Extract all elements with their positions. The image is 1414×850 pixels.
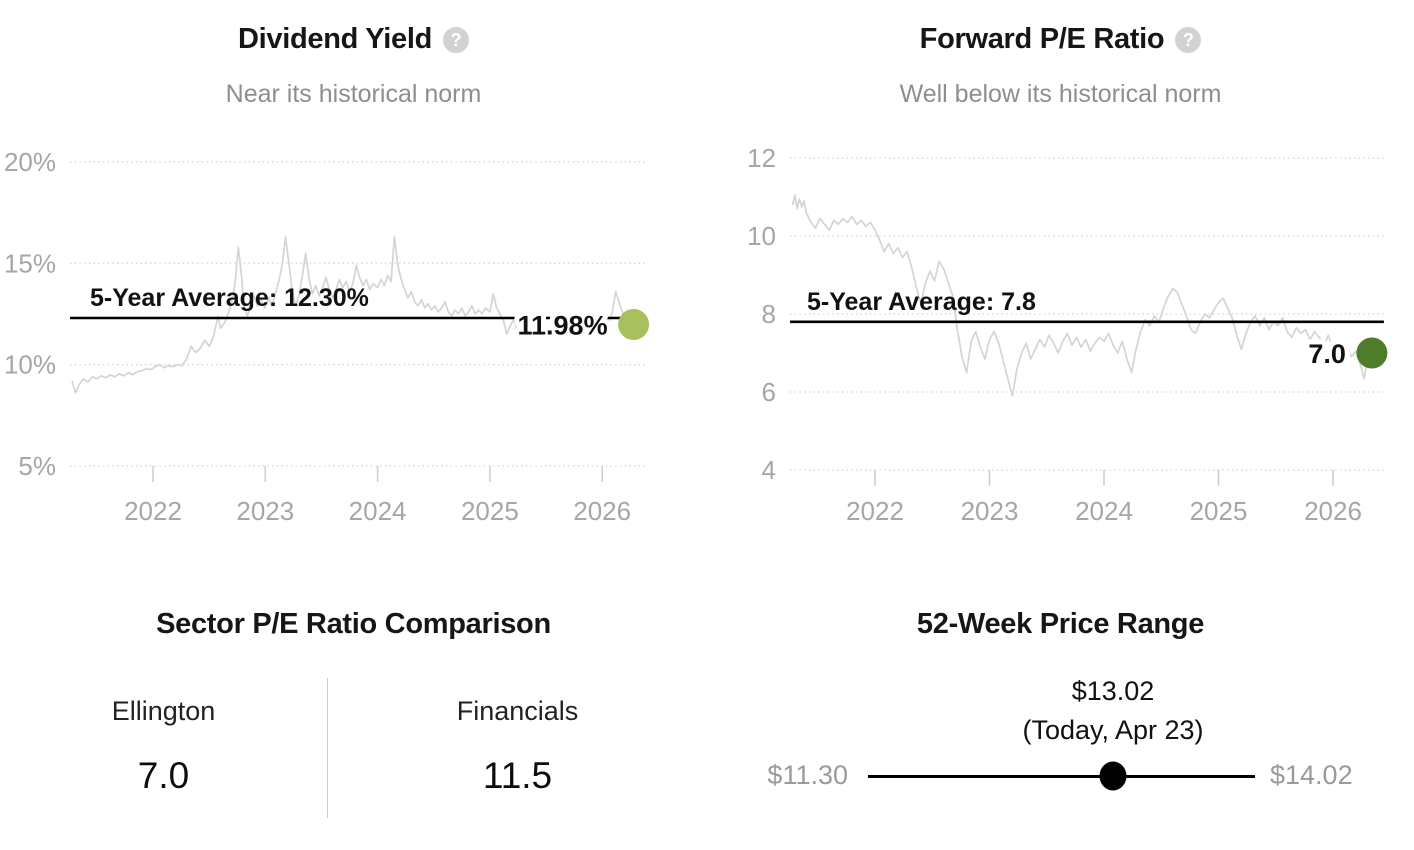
svg-text:12: 12 — [747, 143, 776, 173]
range-high-label: $14.02 — [1270, 760, 1353, 790]
range-low-label: $11.30 — [767, 760, 848, 790]
current-value-label: 7.0 — [1308, 339, 1346, 369]
gridlines — [790, 157, 1387, 471]
sector-pe-comparison-card: Sector P/E Ratio Comparison Ellington 7.… — [0, 580, 707, 850]
dividend-yield-header: Dividend Yield ? — [0, 23, 707, 56]
dividend-yield-card: Dividend Yield ? Near its historical nor… — [0, 0, 707, 560]
chart-subtitle: Well below its historical norm — [899, 80, 1222, 108]
section-title: Sector P/E Ratio Comparison — [156, 608, 551, 640]
average-label: 5-Year Average: 12.30% — [90, 284, 369, 312]
x-axis-labels: 2022 2023 2024 2025 2026 — [124, 496, 631, 526]
price-range-card: 52-Week Price Range $13.02 (Today, Apr 2… — [707, 580, 1414, 850]
chart-subtitle: Near its historical norm — [225, 80, 482, 108]
svg-text:2024: 2024 — [1075, 496, 1133, 526]
current-value-dot — [618, 309, 650, 340]
comparison-value: 11.5 — [482, 755, 553, 796]
comparison-label: Financials — [456, 696, 579, 726]
svg-text:8: 8 — [762, 299, 776, 329]
svg-text:10%: 10% — [4, 350, 56, 380]
comparison-value: 7.0 — [137, 755, 190, 796]
section-title: 52-Week Price Range — [916, 608, 1205, 640]
svg-text:2026: 2026 — [1304, 496, 1362, 526]
comparison-label: Ellington — [111, 696, 216, 726]
current-value-label: 11.98% — [518, 311, 608, 341]
svg-text:10: 10 — [747, 221, 776, 251]
average-label: 5-Year Average: 7.8 — [807, 288, 1036, 316]
dividend-yield-chart: 20% 15% 10% 5% 2022 2023 2024 2025 2026 5-Year … — [4, 147, 650, 526]
x-axis-labels: 2022 2023 2024 2025 2026 — [846, 496, 1362, 526]
current-value-dot — [1356, 337, 1388, 369]
help-icon[interactable]: ? — [1175, 26, 1202, 53]
x-axis-ticks — [152, 466, 604, 482]
current-price: $13.02 — [1071, 676, 1155, 706]
svg-text:2023: 2023 — [236, 496, 294, 526]
range-track — [868, 775, 1255, 778]
forward-pe-card: Forward P/E Ratio ? Well below its histo… — [707, 0, 1414, 560]
forward-pe-header: Forward P/E Ratio ? — [707, 23, 1414, 56]
chart-title: Dividend Yield — [237, 23, 432, 55]
svg-text:15%: 15% — [4, 248, 56, 278]
vertical-divider — [327, 678, 328, 818]
current-price-block: $13.02 (Today, Apr 23) — [1022, 672, 1203, 750]
svg-text:2023: 2023 — [961, 496, 1019, 526]
svg-text:2025: 2025 — [461, 496, 519, 526]
svg-text:2022: 2022 — [124, 496, 182, 526]
x-axis-ticks — [874, 470, 1334, 486]
svg-text:2024: 2024 — [349, 496, 407, 526]
gridlines — [70, 161, 645, 467]
current-price-note: (Today, Apr 23) — [1022, 715, 1204, 746]
series-line — [71, 236, 633, 394]
help-icon[interactable]: ? — [443, 26, 469, 53]
svg-text:2022: 2022 — [846, 496, 904, 526]
y-axis-labels: 20% 15% 10% 5% — [4, 147, 56, 481]
range-current-marker — [1099, 761, 1127, 791]
svg-text:6: 6 — [762, 377, 776, 407]
svg-text:2026: 2026 — [573, 496, 631, 526]
comparison-item-financials: Financials 11.5 — [328, 678, 707, 818]
chart-title: Forward P/E Ratio — [919, 23, 1165, 55]
svg-text:2025: 2025 — [1190, 496, 1248, 526]
forward-pe-chart: 12 10 8 6 4 2022 2023 2024 2025 2026 5-Year Aver… — [747, 143, 1388, 526]
svg-text:4: 4 — [762, 455, 776, 485]
svg-text:20%: 20% — [4, 147, 56, 177]
comparison-item-ellington: Ellington 7.0 — [0, 678, 327, 818]
svg-text:5%: 5% — [18, 451, 56, 481]
y-axis-labels: 12 10 8 6 4 — [747, 143, 776, 485]
